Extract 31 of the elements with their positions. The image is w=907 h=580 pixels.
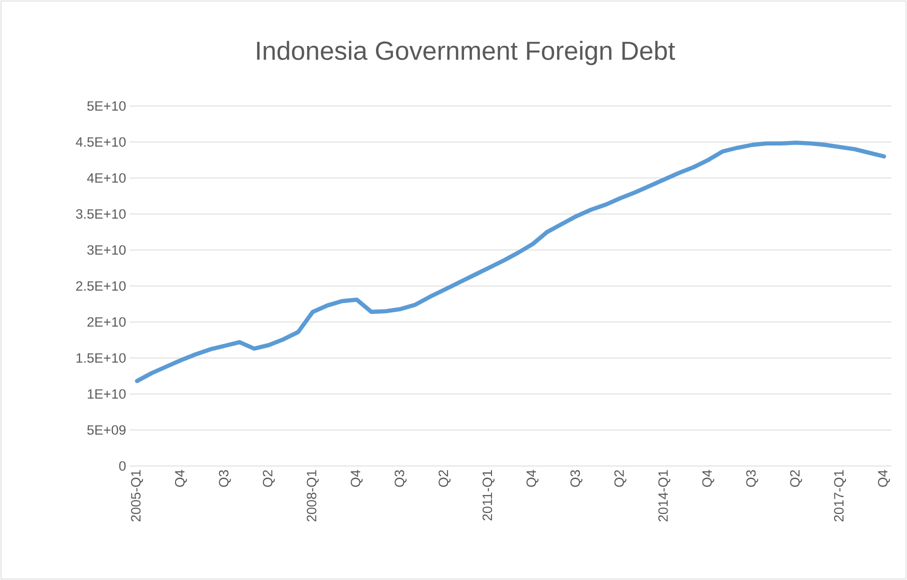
line-series [134,140,886,384]
x-tick-label: Q4 [350,470,363,487]
x-tick-label: Q2 [438,470,451,487]
y-tick-label: 1E+10 [88,389,126,399]
y-tick-label: 5E+09 [87,425,126,435]
y-tick-label: 3E+10 [87,245,126,255]
y-tick-label: 4E+10 [87,173,126,183]
y-tick-label: 2.5E+10 [76,281,126,291]
x-tick-label: 2008-Q1 [306,470,319,522]
x-tick-label: 2005-Q1 [131,470,144,522]
y-tick-label: 0 [119,461,126,471]
x-tick-label: Q3 [746,470,758,487]
x-tick-label: 2014-Q1 [658,470,670,522]
y-tick-label: 3.5E+10 [76,209,126,219]
y-tick-label: 2E+10 [87,317,126,327]
x-tick-label: Q3 [570,470,582,487]
x-tick-label: 2011-Q1 [482,470,495,520]
y-tick-label: 1.5E+10 [76,353,126,363]
x-tick-label: Q4 [702,470,714,487]
chart-title: Indonesia Government Foreign Debt [257,40,676,66]
x-tick-label: Q3 [394,470,407,487]
x-tick-label: Q2 [262,470,275,487]
x-tick-label: Q2 [790,470,802,487]
y-tick-label: 5E+10 [87,101,126,111]
x-tick-label: Q4 [174,470,187,487]
x-tick-label: Q2 [614,470,626,487]
y-tick-label: 4.5E+10 [76,137,126,147]
x-tick-label: Q4 [878,470,890,487]
x-tick-label: Q4 [526,470,538,487]
x-tick-label: 2017-Q1 [834,470,846,522]
x-tick-label: Q3 [218,470,231,487]
